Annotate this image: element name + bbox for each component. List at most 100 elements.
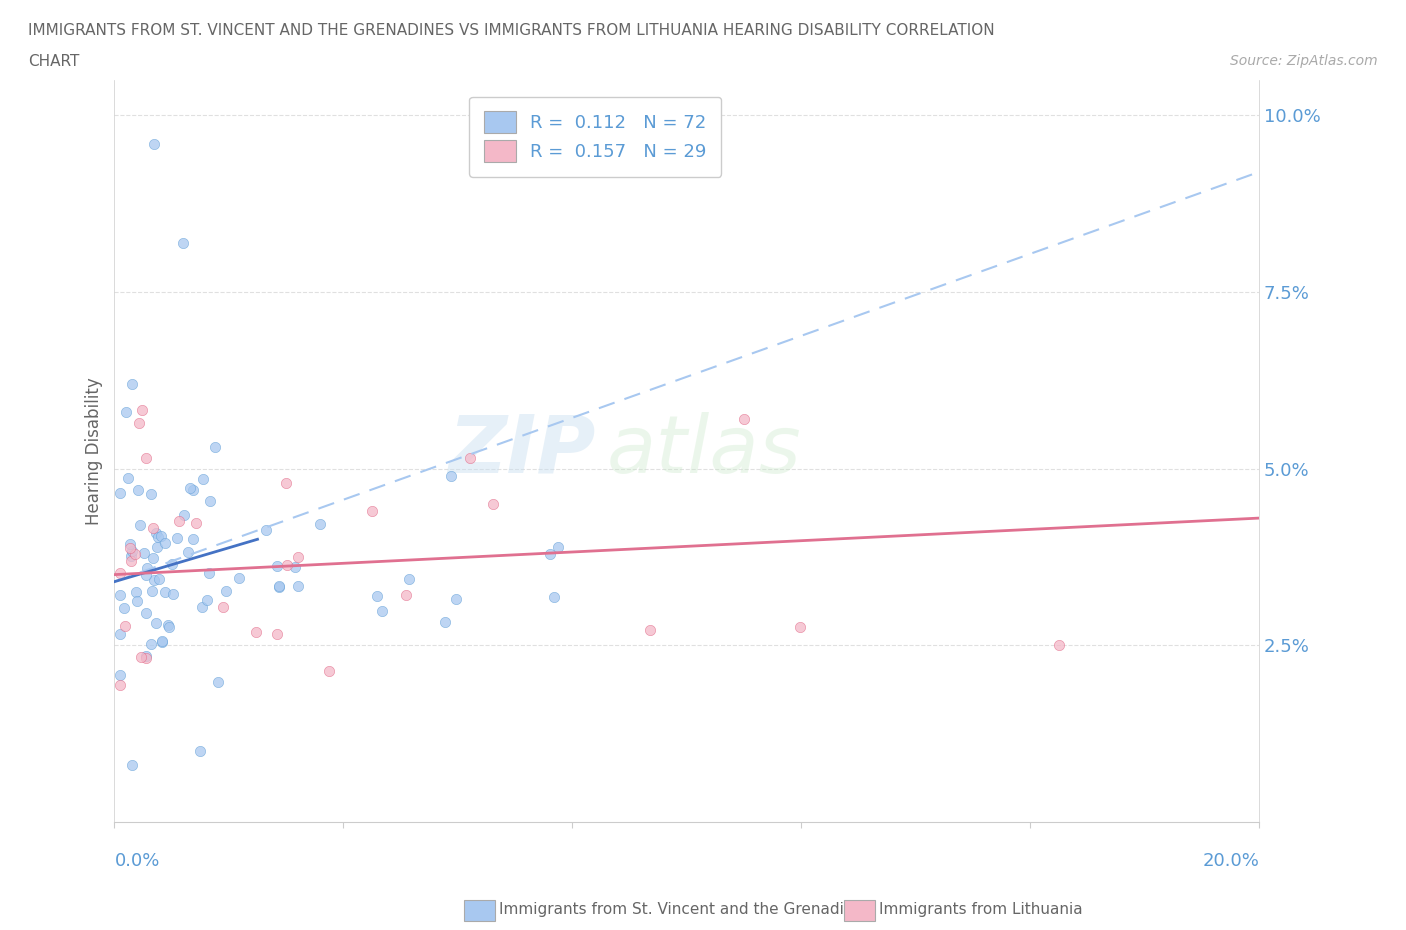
Point [127, 482, 149, 497]
Point [143, 136, 166, 151]
Point [117, 470, 139, 485]
Point [458, 451, 481, 466]
Point [145, 539, 167, 554]
Point [1047, 638, 1070, 653]
Point [150, 634, 173, 649]
Point [108, 588, 131, 603]
Point [284, 560, 307, 575]
Text: ZIP: ZIP [447, 412, 595, 490]
Point [215, 583, 238, 598]
Point [640, 623, 662, 638]
Point [124, 546, 146, 561]
Point [190, 599, 212, 614]
Point [361, 503, 384, 518]
Legend: R =  0.112   N = 72, R =  0.157   N = 29: R = 0.112 N = 72, R = 0.157 N = 29 [470, 97, 721, 177]
Point [129, 650, 152, 665]
Point [162, 587, 184, 602]
Point [276, 558, 298, 573]
Text: Immigrants from St. Vincent and the Grenadines: Immigrants from St. Vincent and the Gren… [499, 902, 872, 917]
Point [148, 571, 170, 586]
Point [197, 566, 219, 581]
Y-axis label: Hearing Disability: Hearing Disability [86, 377, 103, 525]
Point [134, 546, 156, 561]
Point [108, 485, 131, 500]
Point [228, 570, 250, 585]
Point [789, 620, 811, 635]
Point [370, 604, 392, 618]
Point [287, 550, 309, 565]
Text: IMMIGRANTS FROM ST. VINCENT AND THE GRENADINES VS IMMIGRANTS FROM LITHUANIA HEAR: IMMIGRANTS FROM ST. VINCENT AND THE GREN… [28, 23, 995, 38]
Point [115, 405, 138, 419]
Point [318, 663, 340, 678]
Point [108, 627, 131, 642]
Point [198, 494, 221, 509]
Text: Immigrants from Lithuania: Immigrants from Lithuania [879, 902, 1083, 917]
Point [287, 578, 309, 593]
Point [135, 568, 157, 583]
Point [121, 377, 143, 392]
Point [204, 440, 226, 455]
Point [120, 554, 142, 569]
Point [212, 599, 235, 614]
Point [266, 558, 288, 573]
Point [135, 649, 157, 664]
Point [269, 579, 291, 594]
Point [142, 551, 165, 565]
Point [538, 547, 561, 562]
Point [191, 472, 214, 486]
Point [188, 744, 211, 759]
Point [274, 475, 297, 490]
Point [156, 618, 179, 632]
Point [366, 589, 388, 604]
Text: CHART: CHART [28, 54, 80, 69]
Point [145, 525, 167, 540]
Point [141, 583, 163, 598]
Point [245, 624, 267, 639]
Point [120, 540, 142, 555]
Point [207, 675, 229, 690]
Text: Source: ZipAtlas.com: Source: ZipAtlas.com [1230, 54, 1378, 68]
Point [146, 529, 169, 544]
Point [395, 588, 418, 603]
Point [108, 668, 131, 683]
Point [135, 605, 157, 620]
Point [120, 537, 142, 551]
Point [149, 529, 172, 544]
Point [121, 544, 143, 559]
Point [444, 591, 467, 606]
Point [108, 565, 131, 580]
Point [150, 634, 173, 649]
Point [135, 451, 157, 466]
Point [120, 549, 142, 564]
Point [114, 619, 136, 634]
Point [155, 584, 177, 599]
Text: atlas: atlas [606, 412, 801, 490]
Point [179, 481, 201, 496]
Point [166, 530, 188, 545]
Point [173, 508, 195, 523]
Point [434, 615, 457, 630]
Point [160, 557, 183, 572]
Point [108, 677, 131, 692]
Point [177, 545, 200, 560]
Text: 20.0%: 20.0% [1202, 852, 1260, 870]
Point [398, 571, 420, 586]
Point [112, 601, 135, 616]
Point [172, 235, 194, 250]
Point [157, 619, 180, 634]
Point [143, 573, 166, 588]
Point [129, 518, 152, 533]
Point [139, 486, 162, 501]
Point [135, 651, 157, 666]
Point [155, 535, 177, 550]
Point [181, 531, 204, 546]
Point [439, 469, 461, 484]
Point [543, 590, 565, 604]
Text: 0.0%: 0.0% [114, 852, 160, 870]
Point [128, 416, 150, 431]
Point [121, 758, 143, 773]
Point [167, 513, 190, 528]
Point [181, 483, 204, 498]
Point [142, 521, 165, 536]
Point [547, 539, 569, 554]
